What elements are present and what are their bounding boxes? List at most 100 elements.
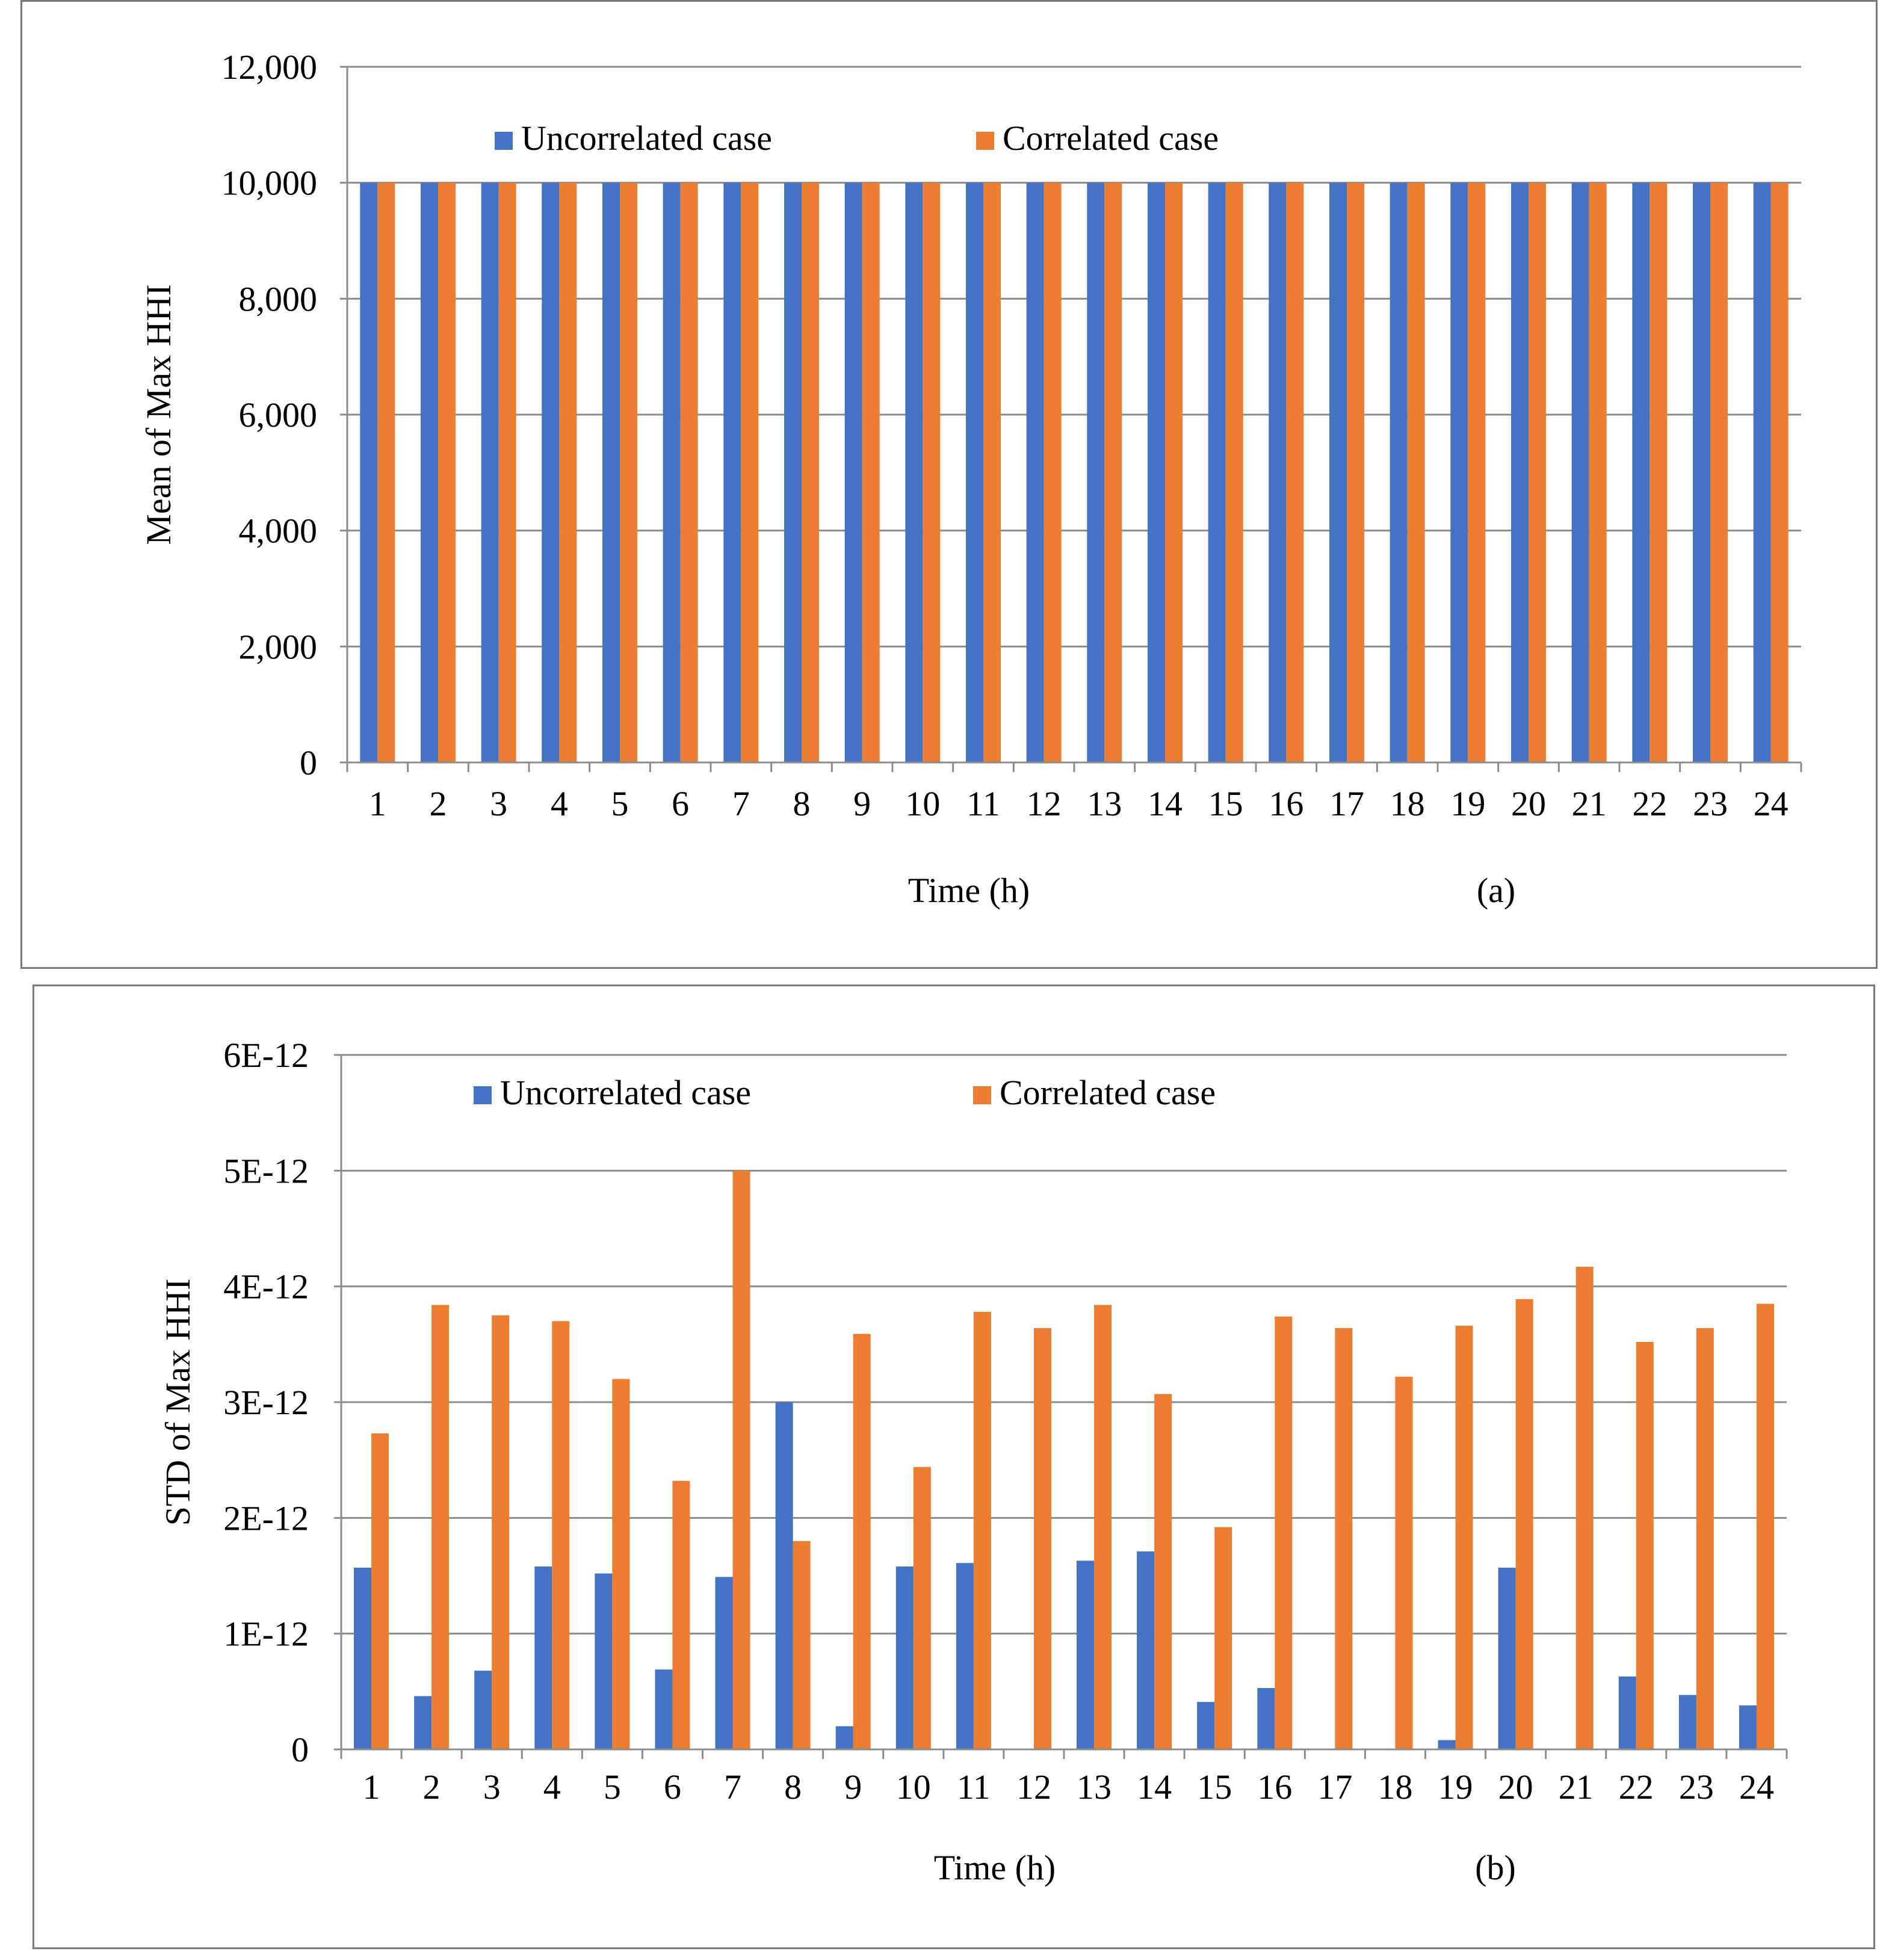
x-tick-label: 4: [551, 784, 568, 823]
x-tick-label: 8: [784, 1767, 802, 1807]
x-tick-label: 18: [1377, 1767, 1412, 1807]
bar-correlated: [1756, 1303, 1774, 1749]
bar-correlated: [802, 182, 819, 763]
x-tick-label: 6: [672, 784, 689, 823]
bar-correlated: [732, 1170, 750, 1749]
x-tick-label: 2: [423, 1767, 441, 1807]
bar-correlated: [1710, 182, 1728, 763]
panel-label: (b): [1475, 1848, 1516, 1887]
bar-correlated: [1575, 1266, 1594, 1749]
bar-uncorrelated: [1077, 1560, 1095, 1749]
bar-uncorrelated: [835, 1726, 853, 1749]
y-tick-label: 4E-12: [223, 1267, 309, 1306]
bar-correlated: [672, 1480, 690, 1749]
bar-correlated: [1515, 1299, 1533, 1749]
bar-correlated: [913, 1467, 931, 1749]
bar-correlated: [612, 1379, 630, 1749]
bar-correlated: [559, 182, 577, 763]
bar-uncorrelated: [542, 182, 560, 763]
bar-uncorrelated: [1498, 1568, 1516, 1749]
bar-correlated: [1286, 182, 1304, 763]
chart-panel-a: 0 2,000 4,000 6,000 8,000 10,000 12,000 1 2 3 4 5 6 7…: [20, 0, 1878, 969]
bar-uncorrelated: [1438, 1740, 1456, 1749]
bar-correlated: [741, 182, 759, 763]
bar-uncorrelated: [775, 1402, 793, 1749]
bar-correlated: [492, 1315, 510, 1749]
x-tick-label: 21: [1559, 1767, 1594, 1807]
x-tick-label: 16: [1257, 1767, 1292, 1807]
bar-uncorrelated: [844, 182, 862, 763]
bar-uncorrelated: [1137, 1551, 1155, 1749]
y-tick-label: 3E-12: [223, 1383, 309, 1422]
x-tick-label: 11: [957, 1767, 991, 1807]
bar-correlated: [498, 182, 516, 763]
bar-correlated: [438, 182, 456, 763]
bar-uncorrelated: [1269, 182, 1287, 763]
x-tick-label: 1: [363, 1767, 380, 1807]
x-tick-label: 19: [1438, 1767, 1473, 1807]
bar-correlated: [1165, 182, 1183, 763]
x-tick-label: 24: [1739, 1767, 1774, 1807]
bar-correlated: [923, 182, 941, 763]
legend-label-uncorrelated: Uncorrelated case: [521, 119, 772, 158]
bar-correlated: [1347, 182, 1364, 763]
legend-swatch-uncorrelated: [495, 132, 513, 150]
y-tick-label: 2E-12: [223, 1498, 309, 1538]
x-tick-label: 14: [1137, 1767, 1172, 1807]
bar-correlated: [1407, 182, 1425, 763]
x-axis-title: Time (h): [908, 871, 1030, 910]
x-tick-label: 8: [793, 784, 811, 823]
legend-swatch-correlated: [976, 132, 994, 150]
bar-uncorrelated: [1197, 1702, 1215, 1749]
x-tick-label: 2: [430, 784, 447, 823]
bar-uncorrelated: [663, 182, 681, 763]
bar-uncorrelated: [481, 182, 499, 763]
bar-uncorrelated: [905, 182, 923, 763]
y-tick-label: 10,000: [221, 164, 318, 203]
bar-correlated: [1225, 182, 1243, 763]
legend-label-correlated: Correlated case: [1000, 1073, 1216, 1112]
bar-uncorrelated: [1511, 182, 1529, 763]
legend-swatch-uncorrelated: [474, 1086, 492, 1104]
x-axis-title: Time (h): [934, 1848, 1056, 1887]
bar-uncorrelated: [1148, 182, 1165, 763]
x-tick-label: 16: [1269, 784, 1303, 823]
bar-correlated: [1275, 1316, 1293, 1749]
bar-uncorrelated: [1026, 182, 1044, 763]
x-tick-label: 22: [1632, 784, 1667, 823]
bar-correlated: [1335, 1328, 1353, 1749]
x-tick-label: 7: [732, 784, 750, 823]
bar-uncorrelated: [1208, 182, 1226, 763]
bar-uncorrelated: [1450, 182, 1468, 763]
y-tick-label: 6E-12: [223, 1036, 309, 1075]
bar-correlated: [1529, 182, 1546, 763]
bar-uncorrelated: [1693, 182, 1710, 763]
bar-uncorrelated: [474, 1671, 492, 1749]
chart-panel-b: 0 1E-12 2E-12 3E-12 4E-12 5E-12 6E-12 1 2 3 4 5 6 7 8 9…: [32, 985, 1875, 1949]
bar-uncorrelated: [1753, 182, 1771, 763]
x-tick-label: 10: [905, 784, 940, 823]
x-tick-label: 17: [1317, 1767, 1352, 1807]
bar-correlated: [620, 182, 637, 763]
y-tick-label: 12,000: [221, 48, 318, 87]
bar-correlated: [1636, 1341, 1654, 1749]
bar-correlated: [1104, 182, 1122, 763]
y-tick-label: 1E-12: [223, 1615, 309, 1654]
bar-correlated: [1043, 182, 1062, 763]
x-tick-label: 13: [1087, 784, 1122, 823]
bar-uncorrelated: [1618, 1676, 1636, 1749]
x-tick-label: 9: [844, 1767, 862, 1807]
x-tick-label: 17: [1329, 784, 1364, 823]
bar-uncorrelated: [655, 1669, 673, 1749]
bar-correlated: [552, 1321, 570, 1749]
x-tick-label: 9: [853, 784, 871, 823]
bar-correlated: [1696, 1328, 1714, 1749]
bar-uncorrelated: [784, 182, 802, 763]
x-tick-label: 23: [1693, 784, 1728, 823]
bar-uncorrelated: [1390, 182, 1408, 763]
x-tick-label: 3: [483, 1767, 501, 1807]
bar-correlated: [983, 182, 1001, 763]
x-tick-label: 11: [966, 784, 1000, 823]
bar-uncorrelated: [534, 1566, 552, 1749]
x-tick-label: 6: [664, 1767, 681, 1807]
